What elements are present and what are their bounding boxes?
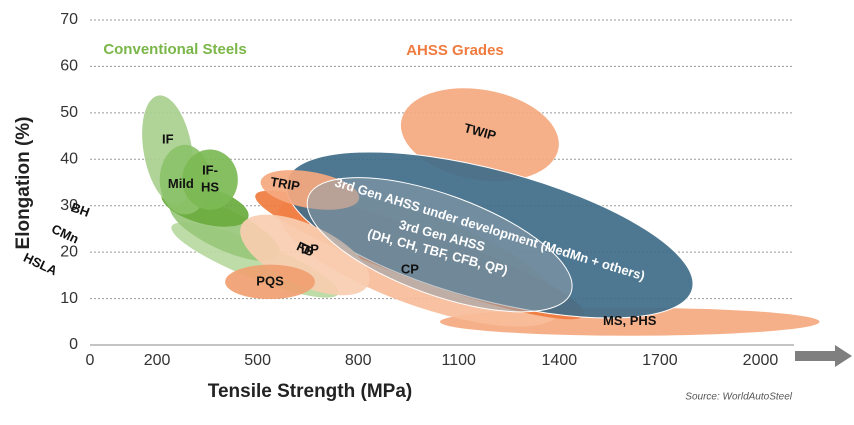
region-label: FB (294, 239, 316, 260)
source-note: Source: WorldAutoSteel (685, 392, 792, 403)
y-tick-label: 70 (60, 11, 78, 28)
region (182, 149, 238, 210)
y-axis-title: Elongation (%) (13, 117, 34, 250)
region-label: IF (162, 131, 174, 146)
region (240, 214, 370, 296)
region-label: CP (401, 261, 419, 276)
annotation: AHSS Grades (406, 42, 504, 59)
y-tick-label: 0 (69, 336, 78, 353)
region-label: HSLA (21, 250, 60, 279)
x-tick-label: 500 (244, 352, 271, 369)
y-tick-label: 20 (60, 243, 78, 260)
x-tick-label: 1400 (542, 352, 578, 369)
x-tick-label: 1100 (442, 352, 477, 369)
x-tick-label: 200 (144, 352, 171, 369)
x-tick-label: 2000 (743, 352, 779, 369)
region-label: HS (201, 180, 219, 195)
annotation: Conventional Steels (103, 41, 246, 58)
y-tick-label: 50 (60, 104, 78, 121)
region-label: IF- (202, 163, 218, 178)
x-tick-label: 1700 (642, 352, 678, 369)
x-tick-label: 800 (345, 352, 372, 369)
region (225, 264, 315, 300)
region-label: MS, PHS (603, 313, 657, 328)
y-tick-label: 40 (60, 151, 78, 168)
x-tick-label: 0 (86, 352, 95, 369)
region-label: DP (301, 241, 319, 256)
region (306, 177, 573, 313)
axis-arrow (795, 345, 852, 367)
y-tick-label: 10 (60, 290, 78, 307)
y-tick-label: 30 (60, 197, 78, 214)
x-axis-title: Tensile Strength (MPa) (208, 381, 412, 402)
region-label: Mild (168, 176, 194, 191)
region-label: PQS (256, 273, 284, 288)
y-tick-label: 60 (60, 58, 78, 75)
region-label: BH (69, 199, 92, 220)
region-label: TRIP (269, 174, 301, 194)
